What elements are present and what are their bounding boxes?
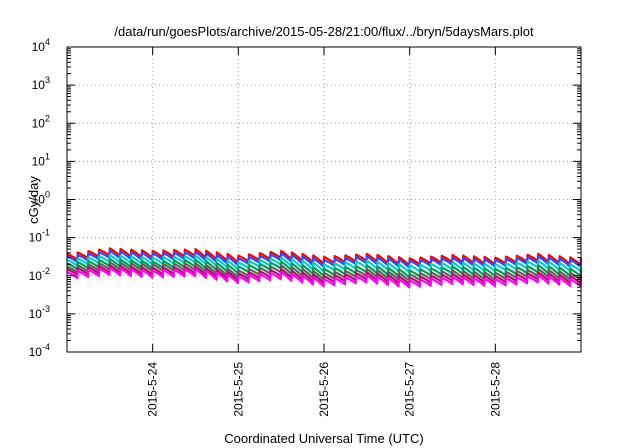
x-tick-label: 2015-5-24: [146, 362, 160, 417]
series-lines: [66, 247, 583, 289]
series-line-7: [66, 266, 583, 289]
y-tick-label: 10-4: [29, 342, 50, 359]
y-axis-label: cGy/day: [26, 176, 41, 224]
y-tick-label: 103: [32, 75, 50, 92]
y-tick-label: 100: [32, 190, 50, 207]
y-tick-label: 10-3: [29, 304, 50, 321]
series-line-4: [66, 257, 583, 279]
y-tick-label: 10-1: [29, 228, 50, 245]
y-tick-label: 104: [32, 37, 50, 54]
series-line-1: [66, 247, 583, 267]
x-tick-label: 2015-5-26: [317, 362, 331, 417]
y-tick-label: 102: [32, 113, 50, 130]
series-line-3: [66, 253, 583, 274]
x-tick-label: 2015-5-27: [403, 362, 417, 417]
x-axis-label: Coordinated Universal Time (UTC): [224, 431, 423, 446]
x-tick-label: 2015-5-25: [231, 362, 245, 417]
x-tick-label: 2015-5-28: [488, 362, 502, 417]
x-axis: 2015-5-24 2015-5-25 2015-5-26 2015-5-27 2015…: [146, 47, 502, 417]
chart-title: /data/run/goesPlots/archive/2015-05-28/2…: [114, 24, 534, 39]
y-tick-label: 10-2: [29, 266, 50, 283]
series-line-2: [66, 249, 583, 269]
grid: [67, 47, 581, 352]
y-tick-label: 101: [32, 151, 50, 168]
series-line-5: [66, 261, 583, 283]
y-axis: 104 103 102 101 100 10-1 10-2 10-3 10-4: [29, 37, 581, 359]
series-line-6: [66, 264, 583, 286]
